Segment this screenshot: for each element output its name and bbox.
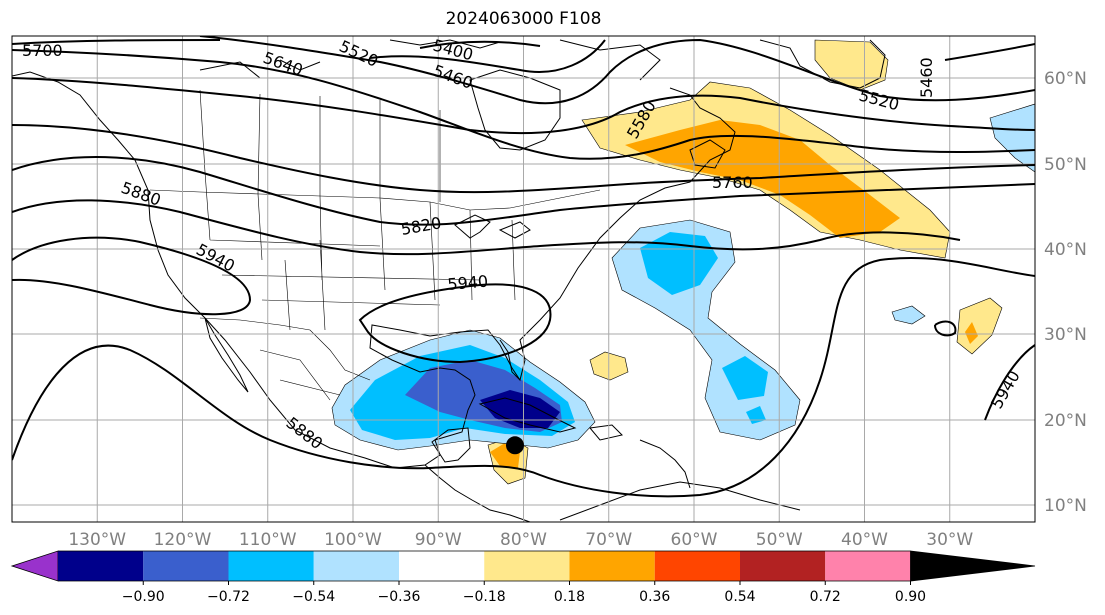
lon-tick-label: 100°W [324, 530, 382, 550]
lon-tick-label: 60°W [671, 530, 718, 550]
contour-label: 5700 [22, 41, 63, 60]
lon-tick-label: 50°W [756, 530, 803, 550]
lon-tick-label: 40°W [841, 530, 888, 550]
colorbar-tick-label: 0.72 [810, 589, 841, 605]
longitude-labels: 130°W 120°W 110°W 100°W 90°W 80°W 70°W 6… [68, 530, 973, 550]
lat-tick-label: 10°N [1044, 496, 1087, 516]
colorbar-bin [825, 551, 911, 581]
canada-province-borders [199, 89, 441, 202]
contour-5820 [12, 156, 1035, 226]
colorbar-bin [58, 551, 144, 581]
colorbar-bin [740, 551, 826, 581]
negative-anomaly-east-atlantic [891, 305, 926, 325]
colorbar-bin [143, 551, 229, 581]
colorbar-tick-label: −0.36 [378, 589, 421, 605]
contour-5400 [419, 40, 541, 49]
contour-5940-east [358, 283, 552, 364]
colorbar-extend-low [10, 550, 59, 582]
positive-anomaly-azores-core [965, 322, 978, 344]
storm-position-marker [506, 436, 524, 455]
colorbar-tick-label: 0.90 [895, 589, 926, 605]
contour-label: 5940 [447, 272, 489, 294]
lat-tick-label: 40°N [1044, 240, 1087, 260]
lat-tick-label: 30°N [1044, 325, 1087, 345]
colorbar-bin [399, 551, 485, 581]
antilles-coastline [639, 439, 691, 489]
hispaniola-coastline [589, 424, 623, 441]
contour-5940-west [12, 236, 252, 316]
colorbar: −0.90 −0.72 −0.54 −0.36 −0.18 0.18 0.36 … [10, 550, 1036, 605]
contour-5760 [12, 124, 1035, 194]
colorbar-tick-label: −0.18 [463, 589, 506, 605]
coastlines [12, 39, 886, 522]
lat-tick-label: 60°N [1044, 69, 1087, 89]
contour-5880 [12, 199, 961, 256]
colorbar-tick-label: 0.36 [639, 589, 670, 605]
colorbar-tick-label: −0.90 [122, 589, 165, 605]
arctic-islands-coastline [199, 39, 661, 81]
lon-tick-label: 90°W [415, 530, 462, 550]
lon-tick-label: 70°W [585, 530, 632, 550]
lat-tick-label: 50°N [1044, 155, 1087, 175]
contour-5460-north [369, 39, 606, 73]
map-title: 2024063000 F108 [445, 9, 602, 29]
colorbar-bin [228, 551, 314, 581]
colorbar-tick-marks [142, 581, 911, 585]
lon-tick-label: 30°W [926, 530, 973, 550]
colorbar-tick-label: −0.72 [207, 589, 250, 605]
contour-5940-southeast [984, 344, 1035, 421]
latitude-labels: 10°N 20°N 30°N 40°N 50°N 60°N [1044, 69, 1087, 516]
lat-tick-label: 20°N [1044, 411, 1087, 431]
mexico-state-borders [259, 349, 341, 401]
colorbar-tick-label: 0.54 [724, 589, 755, 605]
map-frame [11, 35, 1036, 523]
us-canada-border [149, 189, 601, 211]
contour-5520-north [199, 36, 1035, 105]
colorbar-bin [484, 551, 570, 581]
yucatan-coastline [431, 427, 471, 463]
colorbar-bin [313, 551, 399, 581]
map-area: 5700 5640 5520 5400 5460 5580 5520 5460 … [12, 36, 1035, 522]
contour-5940-azores [934, 320, 957, 337]
political-borders [149, 89, 601, 401]
state-borders [204, 171, 516, 331]
colorbar-bin [569, 551, 655, 581]
contour-label: 5760 [712, 173, 753, 192]
graticule [12, 36, 1035, 522]
baja-california-coastline [204, 317, 249, 393]
lon-tick-label: 130°W [68, 530, 126, 550]
contour-5880-south [12, 257, 1035, 498]
colorbar-tick-label: 0.18 [554, 589, 585, 605]
lon-tick-label: 80°W [500, 530, 547, 550]
height-contours [12, 36, 1035, 498]
negative-anomaly-west-atlantic-core-2 [722, 356, 768, 400]
contour-label: 5460 [917, 57, 936, 98]
lon-tick-label: 110°W [239, 530, 297, 550]
contour-5700 [12, 39, 221, 45]
central-america-coastline [424, 464, 531, 522]
contour-5580 [12, 77, 1035, 135]
florida-coastline [499, 339, 521, 381]
positive-anomaly-azores [956, 297, 1003, 355]
colorbar-extend-high [910, 550, 1036, 582]
us-mexico-border [199, 317, 371, 381]
hudson-bay-coastline [469, 69, 561, 151]
colorbar-bin [654, 551, 740, 581]
north-america-coastline [12, 71, 736, 469]
great-lakes [454, 214, 531, 239]
colorbar-tick-label: −0.54 [292, 589, 335, 605]
lon-tick-label: 120°W [154, 530, 212, 550]
contour-5640 [12, 49, 1035, 160]
contour-5460-east [944, 43, 1035, 61]
